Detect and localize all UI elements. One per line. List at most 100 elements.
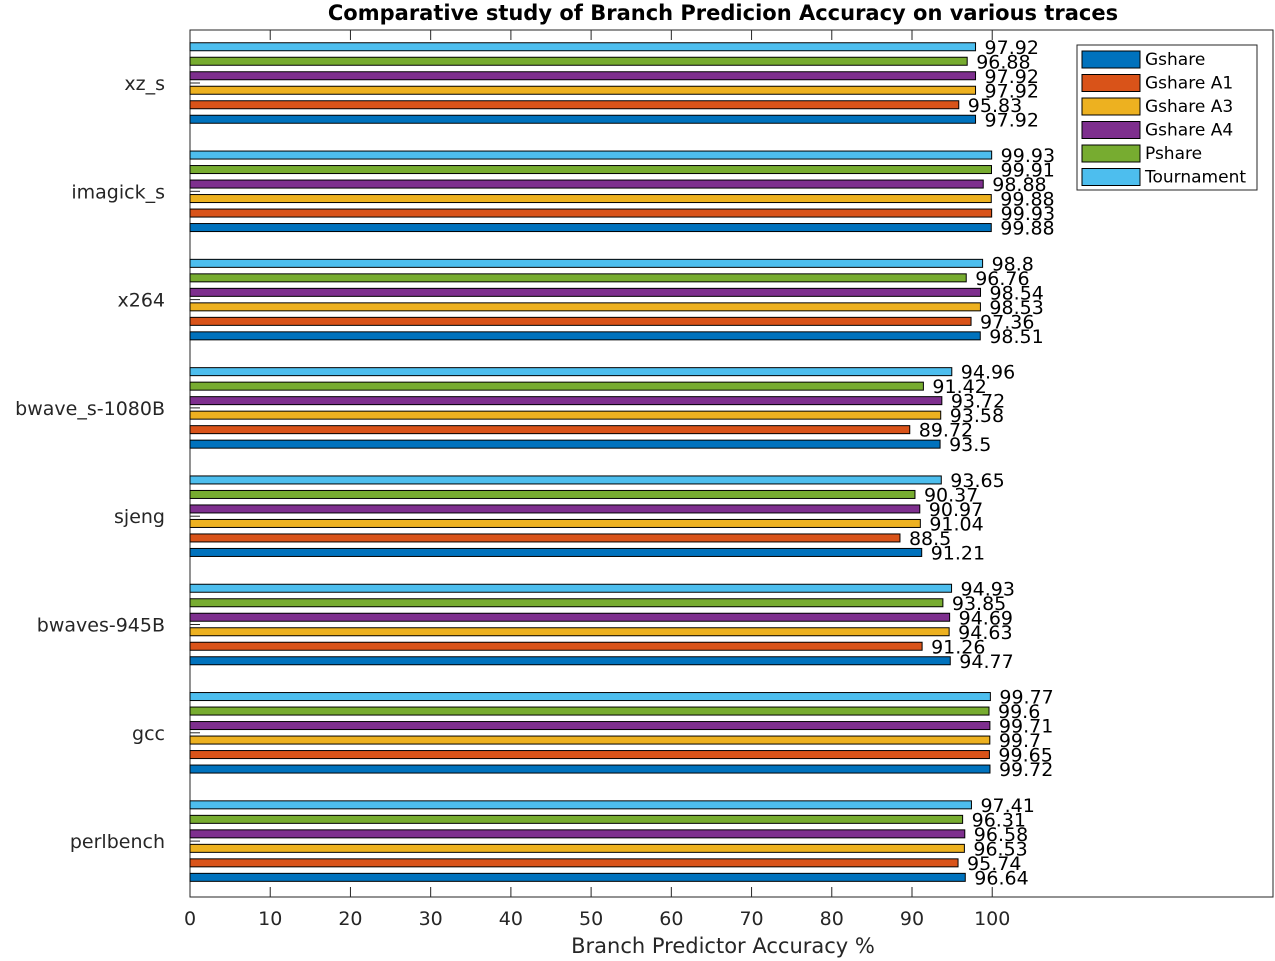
bar: [189, 872, 966, 882]
data-label: 98.54: [990, 282, 1044, 304]
category-label: bwave_s-1080B: [15, 398, 165, 420]
data-label: 98.53: [989, 297, 1043, 319]
chart-title: Comparative study of Branch Predicion Ac…: [328, 1, 1118, 25]
legend-swatch: [1081, 97, 1141, 116]
legend-label: Tournament: [1144, 168, 1246, 188]
bar: [189, 641, 923, 651]
legend-swatch: [1081, 121, 1141, 139]
data-label: 88.5: [909, 528, 951, 550]
data-label: 93.65: [950, 470, 1004, 492]
legend-box: [1076, 44, 1258, 191]
bar: [189, 706, 990, 716]
bar: [189, 829, 966, 839]
bar: [189, 814, 964, 824]
bar: [189, 114, 977, 124]
bar: [189, 71, 977, 81]
data-label: 94.63: [958, 622, 1012, 644]
data-label: 99.93: [1001, 145, 1055, 167]
x-tick-label: 40: [499, 908, 523, 930]
x-tick-label: 100: [974, 908, 1010, 930]
bar: [189, 475, 942, 485]
data-label: 94.96: [961, 362, 1015, 384]
data-label: 99.7: [999, 730, 1041, 752]
legend: Gshare Gshare A1 Gshare A3 Gshare A4 Pshare T…: [1076, 44, 1258, 191]
bar: [189, 56, 968, 66]
legend-swatch: [1081, 74, 1141, 92]
bar: [189, 612, 951, 622]
data-label: 99.88: [1000, 218, 1054, 240]
bar: [189, 367, 953, 377]
legend-label: Pshare: [1145, 144, 1202, 164]
data-label: 94.77: [959, 651, 1013, 673]
data-label: 96.76: [975, 268, 1029, 290]
data-label: 89.72: [919, 420, 973, 442]
bar: [189, 692, 991, 702]
legend-label: Gshare A3: [1145, 97, 1233, 117]
data-label: 96.64: [974, 867, 1028, 889]
category-label: xz_s: [124, 73, 165, 95]
bar: [189, 858, 959, 868]
bar: [189, 843, 965, 853]
x-tick-label: 10: [258, 908, 282, 930]
bar: [189, 85, 977, 95]
bar: [189, 223, 992, 233]
data-label: 93.58: [950, 405, 1004, 427]
category-label: sjeng: [114, 506, 165, 528]
bar: [189, 439, 941, 449]
data-label: 97.92: [985, 109, 1039, 131]
data-label: 93.85: [952, 593, 1006, 615]
data-label: 96.88: [976, 51, 1030, 73]
data-label: 99.93: [1001, 203, 1055, 225]
bar: [189, 735, 991, 745]
data-label: 90.37: [924, 484, 978, 506]
data-label: 99.91: [1001, 160, 1055, 182]
bar: [189, 208, 993, 218]
x-tick-label: 50: [579, 908, 603, 930]
category-label: imagick_s: [71, 181, 165, 203]
bar: [189, 627, 950, 637]
data-label: 97.92: [985, 66, 1039, 88]
legend-swatch: [1081, 168, 1141, 186]
bar: [189, 179, 984, 189]
bar: [189, 764, 991, 774]
bar: [189, 150, 993, 160]
data-label: 94.69: [959, 607, 1013, 629]
bar: [189, 331, 981, 341]
x-tick-label: 70: [739, 908, 763, 930]
bar: [189, 489, 916, 499]
data-label: 96.58: [974, 824, 1028, 846]
category-label: gcc: [132, 723, 165, 745]
data-label: 99.71: [999, 716, 1053, 738]
bar: [189, 800, 972, 810]
data-label: 97.92: [985, 80, 1039, 102]
data-label: 94.93: [961, 578, 1015, 600]
axis-layer: 0 10 20 30 40 50 60 70 80 90 100: [184, 30, 1010, 930]
x-axis-label: Branch Predictor Accuracy %: [571, 934, 875, 958]
data-label: 95.83: [968, 95, 1022, 117]
data-label: 96.31: [972, 809, 1026, 831]
data-label: 91.26: [931, 636, 985, 658]
bar: [189, 583, 953, 593]
bar: [189, 302, 981, 312]
data-label: 90.97: [929, 499, 983, 521]
bar: [189, 287, 982, 297]
bar: [189, 165, 993, 175]
bar: [189, 381, 924, 391]
bar: [189, 518, 921, 528]
bar: [189, 410, 942, 420]
category-label: bwaves-945B: [37, 615, 165, 637]
bar: [189, 533, 901, 543]
data-label: 95.74: [967, 853, 1021, 875]
data-label: 99.88: [1000, 189, 1054, 211]
category-label: perlbench: [70, 831, 165, 853]
data-label: 91.04: [929, 513, 983, 535]
legend-label: Gshare: [1145, 50, 1205, 70]
legend-label: Gshare A4: [1145, 121, 1233, 141]
bar: [189, 316, 972, 326]
data-label: 99.65: [998, 745, 1052, 767]
bar: [189, 273, 967, 283]
data-label: 93.72: [951, 391, 1005, 413]
data-label: 96.53: [973, 838, 1027, 860]
x-tick-label: 60: [659, 908, 683, 930]
